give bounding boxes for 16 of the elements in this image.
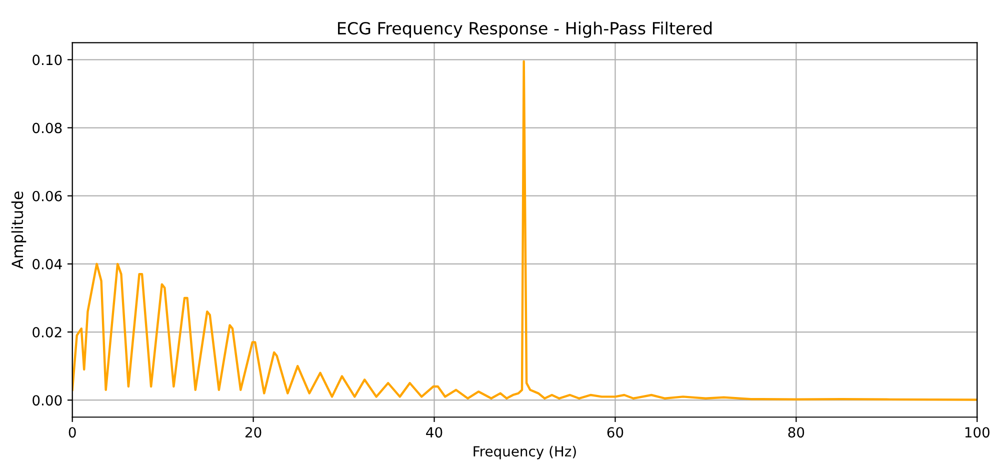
y-tick-label: 0.06	[32, 190, 62, 202]
y-tick-label: 0.04	[32, 258, 62, 270]
y-tick-label: 0.00	[32, 395, 62, 406]
y-axis-title: Amplitude	[11, 192, 26, 269]
x-tick-label: 40	[426, 427, 442, 438]
chart-title: ECG Frequency Response - High-Pass Filtered	[338, 22, 712, 38]
x-tick-label: 0	[68, 427, 76, 438]
x-tick-label: 60	[607, 427, 624, 438]
y-tick-label: 0.02	[32, 326, 62, 338]
x-tick-label: 20	[245, 427, 262, 438]
y-tick-label: 0.08	[32, 122, 62, 134]
y-tick-label: 0.10	[32, 54, 62, 66]
line-series	[72, 60, 978, 401]
x-axis-title: Frequency (Hz)	[474, 446, 576, 460]
x-tick-label: 80	[788, 427, 804, 438]
x-tick-label: 100	[965, 427, 990, 438]
